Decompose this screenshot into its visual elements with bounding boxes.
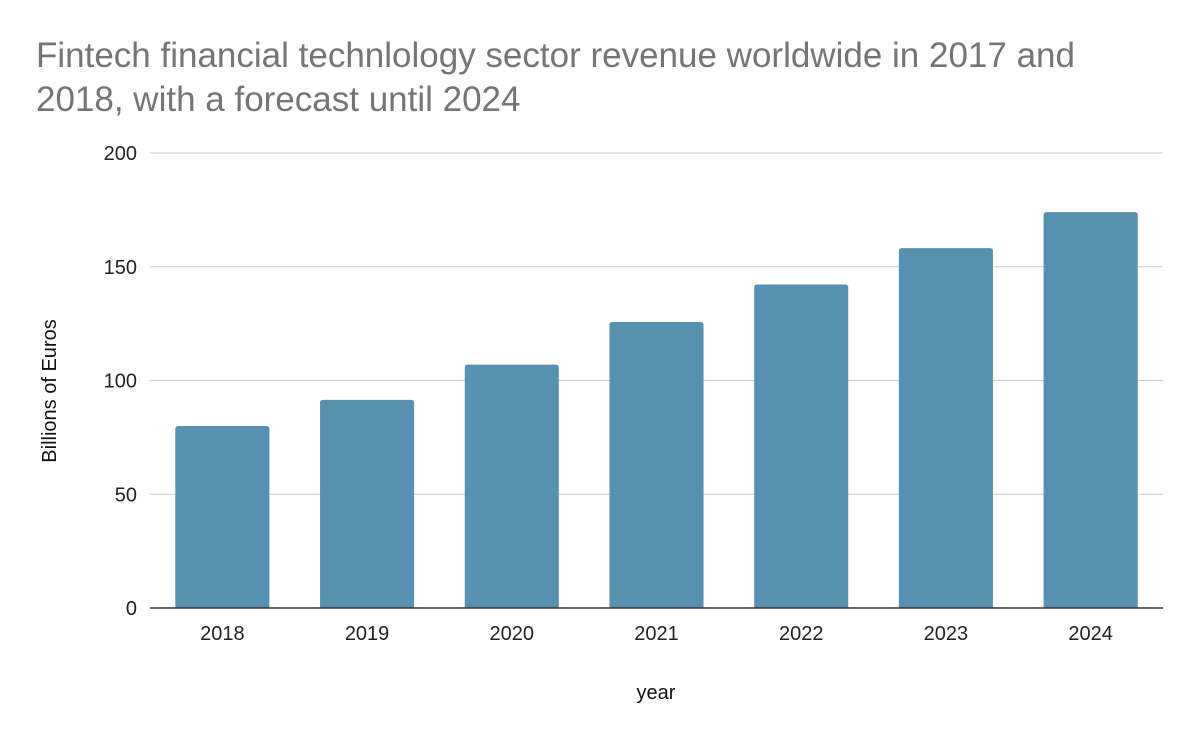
- y-axis-ticks: 0 50 100 150 200: [104, 143, 137, 620]
- y-tick-label: 100: [104, 371, 137, 393]
- x-tick-label: 2024: [1068, 623, 1113, 645]
- bar-2023: [898, 248, 993, 608]
- bar-2018: [175, 426, 270, 608]
- x-axis-ticks: 2018 2019 2020 2021 2022 2023 2024: [200, 623, 1113, 645]
- bar-2022: [754, 284, 849, 608]
- x-tick-label: 2020: [490, 623, 535, 645]
- bar-2024: [1043, 212, 1138, 608]
- x-tick-label: 2019: [345, 623, 390, 645]
- y-tick-label: 50: [115, 484, 137, 506]
- bars: [175, 212, 1138, 608]
- chart-title: Fintech financial technlology sector rev…: [36, 36, 1075, 119]
- x-tick-label: 2023: [924, 623, 969, 645]
- bar-2019: [320, 399, 415, 608]
- y-tick-label: 150: [104, 257, 137, 279]
- y-axis-title: Billions of Euros: [39, 319, 61, 462]
- y-tick-label: 0: [126, 598, 137, 620]
- y-tick-label: 200: [104, 143, 137, 165]
- bar-2020: [464, 364, 559, 608]
- x-tick-label: 2021: [634, 623, 679, 645]
- x-tick-label: 2018: [200, 623, 245, 645]
- bar-2021: [609, 322, 704, 608]
- x-axis-title: year: [637, 682, 676, 704]
- x-tick-label: 2022: [779, 623, 824, 645]
